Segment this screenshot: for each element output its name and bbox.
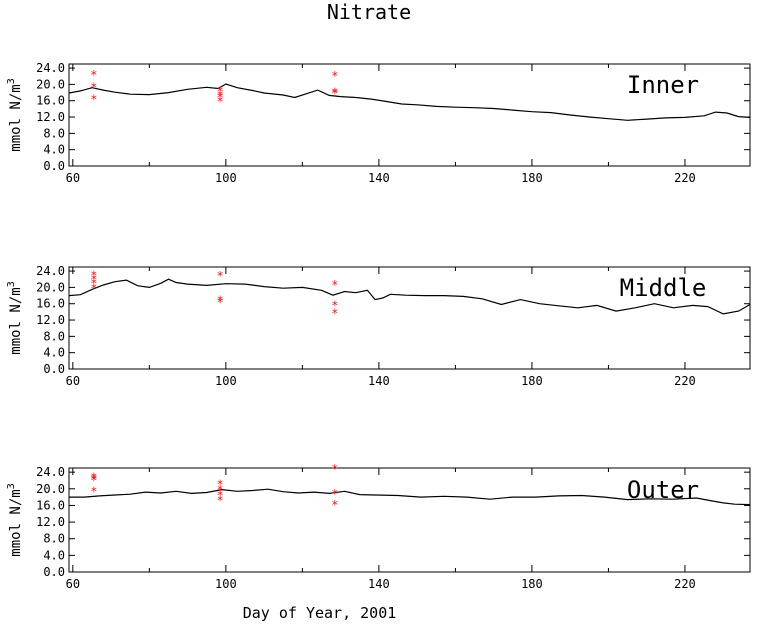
chart-3-ytick-label: 20.0 <box>36 482 65 496</box>
chart-2-ylabel: mmol N/m3 <box>6 281 24 354</box>
chart-1-ytick-label: 12.0 <box>36 110 65 124</box>
chart-3-data-point: * <box>217 494 224 508</box>
chart-1-data-point: * <box>331 87 338 101</box>
chart-2-panel-label: Middle <box>620 274 707 302</box>
chart-3-xtick-label: 60 <box>66 577 80 591</box>
chart-1-xtick-label: 140 <box>368 171 390 185</box>
chart-1-data-point: * <box>90 80 97 94</box>
chart-1-ytick-label: 4.0 <box>43 143 65 157</box>
chart-1-plot-frame <box>68 63 751 167</box>
chart-2-series-line <box>68 278 751 315</box>
chart-1-panel: 0.0 4.0 8.0 12.0 16.0 20.0 24.0 60 100 140 180 220 m… <box>6 61 751 185</box>
chart-1-ytick-label: 8.0 <box>43 126 65 140</box>
chart-3-ytick-label: 8.0 <box>43 532 65 546</box>
chart-1-data-point: * <box>217 91 224 105</box>
chart-3-data-point: * <box>90 470 97 484</box>
chart-1-ylabel: mmol N/m3 <box>6 78 24 151</box>
chart-2-ytick-label: 0.0 <box>43 362 65 376</box>
chart-2-ytick-label: 8.0 <box>43 329 65 343</box>
chart-2-data-point: * <box>90 268 97 282</box>
chart-1-ytick-label: 16.0 <box>36 94 65 108</box>
chart-1-ytick-label: 20.0 <box>36 77 65 91</box>
chart-3-data-point: * <box>217 489 224 503</box>
chart-2-xtick-label: 140 <box>368 374 390 388</box>
chart-2-plot-frame <box>68 266 751 370</box>
chart-3-xtick-label: 180 <box>521 577 543 591</box>
chart-3-data-point: * <box>217 483 224 497</box>
chart-3-data-point: * <box>217 477 224 491</box>
chart-2-ytick-label: 4.0 <box>43 346 65 360</box>
chart-1-xtick-label: 180 <box>521 171 543 185</box>
chart-1-data-point: * <box>90 93 97 107</box>
chart-2-xtick-label: 60 <box>66 374 80 388</box>
chart-2-ytick-label: 16.0 <box>36 297 65 311</box>
chart-1-xtick-label: 100 <box>215 171 237 185</box>
chart-3-ytick-label: 4.0 <box>43 548 65 562</box>
chart-3-ytick-label: 24.0 <box>36 465 65 479</box>
chart-1-data-point: * <box>331 85 338 99</box>
chart-1-ytick-label: 24.0 <box>36 61 65 75</box>
chart-2-data-point: * <box>90 277 97 291</box>
chart-2-data-point: * <box>217 269 224 283</box>
chart-1-series-line <box>68 83 751 121</box>
chart-3-data-point: * <box>90 472 97 486</box>
chart-1-panel-label: Inner <box>627 71 699 99</box>
chart-1-data-point: * <box>90 68 97 82</box>
chart-3-ytick-label: 0.0 <box>43 565 65 579</box>
chart-2-panel: 0.0 4.0 8.0 12.0 16.0 20.0 24.0 60 100 140 180 220 m… <box>6 264 751 388</box>
chart-3-plot-frame <box>68 467 751 573</box>
chart-3-series-line <box>69 488 751 506</box>
chart-1-ytick-label: 0.0 <box>43 159 65 173</box>
chart-1-data-point: * <box>217 89 224 103</box>
chart-2-data-point: * <box>90 281 97 295</box>
chart-3-data-point: * <box>331 487 338 501</box>
chart-2-ytick-label: 24.0 <box>36 264 65 278</box>
chart-3-data-point: * <box>90 484 97 498</box>
chart-1-data-point: * <box>217 85 224 99</box>
chart-3-xtick-label: 100 <box>215 577 237 591</box>
chart-2-xtick-label: 220 <box>674 374 696 388</box>
chart-2-data-point: * <box>331 307 338 321</box>
chart-1-xtick-label: 60 <box>66 171 80 185</box>
chart-3-xlabel: Day of Year, 2001 <box>243 604 397 622</box>
chart-2-data-point: * <box>90 272 97 286</box>
chart-1-xtick-label: 220 <box>674 171 696 185</box>
chart-3-panel: 0.0 4.0 8.0 12.0 16.0 20.0 24.0 60 100 140 180 220 m… <box>6 462 751 622</box>
chart-2-data-point: * <box>217 294 224 308</box>
chart-3-ylabel: mmol N/m3 <box>6 483 24 556</box>
chart-2-data-point: * <box>217 295 224 309</box>
chart-3-data-point: * <box>90 474 97 488</box>
chart-3-xtick-label: 140 <box>368 577 390 591</box>
chart-3-ytick-label: 16.0 <box>36 498 65 512</box>
chart-2-xtick-label: 180 <box>521 374 543 388</box>
chart-2-data-point: * <box>331 278 338 292</box>
chart-2-ytick-label: 20.0 <box>36 280 65 294</box>
figure-title: Nitrate <box>327 0 411 24</box>
chart-3-data-point: * <box>331 498 338 512</box>
chart-3-xtick-label: 220 <box>674 577 696 591</box>
chart-2-xtick-label: 100 <box>215 374 237 388</box>
chart-3-data-point: * <box>331 462 338 476</box>
chart-1-data-point: * <box>217 95 224 109</box>
chart-3-ytick-label: 12.0 <box>36 515 65 529</box>
chart-2-ytick-label: 12.0 <box>36 313 65 327</box>
chart-2-data-point: * <box>331 299 338 313</box>
chart-1-data-point: * <box>331 69 338 83</box>
